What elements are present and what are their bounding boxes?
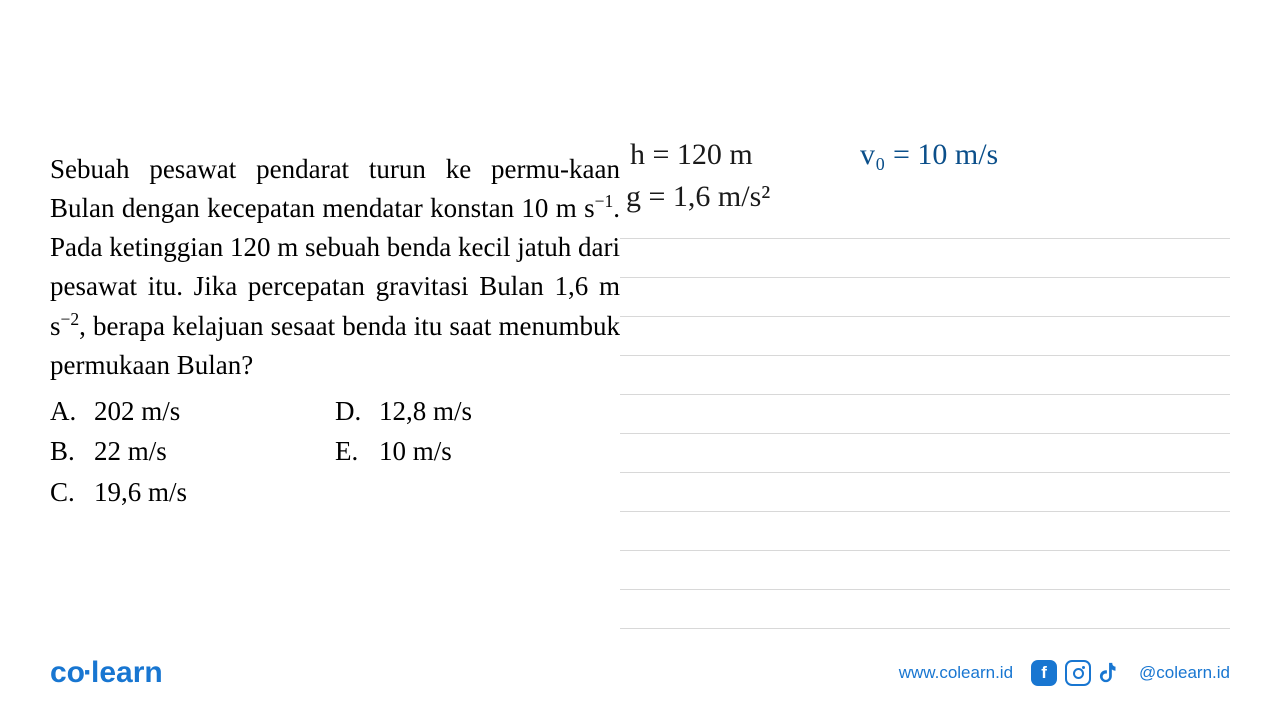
handwriting-text: v₀ = 10 m/s (860, 138, 998, 172)
option-letter: C. (50, 472, 94, 513)
ruled-lines (620, 200, 1230, 712)
rule-line (620, 395, 1230, 434)
option-letter: E. (335, 431, 379, 472)
option-row: C.19,6 m/s (50, 472, 335, 513)
question-column: Sebuah pesawat pendarat turun ke permu-k… (50, 150, 620, 512)
option-letter: A. (50, 391, 94, 432)
options-grid: A.202 m/sB.22 m/sC.19,6 m/sD.12,8 m/sE.1… (50, 391, 620, 513)
option-row: E.10 m/s (335, 431, 620, 472)
handwriting-text: h = 120 m (630, 138, 753, 172)
option-letter: B. (50, 431, 94, 472)
rule-line (620, 356, 1230, 395)
social-handle: @colearn.id (1139, 663, 1230, 683)
logo-co: co (50, 656, 85, 689)
question-text: Sebuah pesawat pendarat turun ke permu-k… (50, 150, 620, 385)
brand-logo: co·learn (50, 656, 163, 690)
instagram-icon (1065, 660, 1091, 686)
rule-line (620, 239, 1230, 278)
rule-line (620, 512, 1230, 551)
footer-url: www.colearn.id (899, 663, 1013, 683)
rule-line (620, 473, 1230, 512)
social-icons: f (1031, 660, 1121, 686)
option-value: 10 m/s (379, 431, 452, 472)
handwriting-text: g = 1,6 m/s² (626, 180, 770, 214)
option-value: 19,6 m/s (94, 472, 187, 513)
rule-line (620, 590, 1230, 629)
rule-line (620, 278, 1230, 317)
footer: co·learn www.colearn.id f @colearn.id (0, 656, 1280, 690)
footer-right: www.colearn.id f @colearn.id (899, 660, 1230, 686)
option-row: A.202 m/s (50, 391, 335, 432)
option-value: 12,8 m/s (379, 391, 472, 432)
rule-line (620, 317, 1230, 356)
rule-line (620, 434, 1230, 473)
facebook-icon: f (1031, 660, 1057, 686)
logo-learn: learn (91, 656, 163, 689)
tiktok-icon (1099, 660, 1121, 686)
option-value: 202 m/s (94, 391, 180, 432)
rule-line (620, 551, 1230, 590)
option-value: 22 m/s (94, 431, 167, 472)
work-column: h = 120 mv₀ = 10 m/sg = 1,6 m/s² (620, 150, 1250, 512)
option-row: D.12,8 m/s (335, 391, 620, 432)
option-row: B.22 m/s (50, 431, 335, 472)
option-letter: D. (335, 391, 379, 432)
